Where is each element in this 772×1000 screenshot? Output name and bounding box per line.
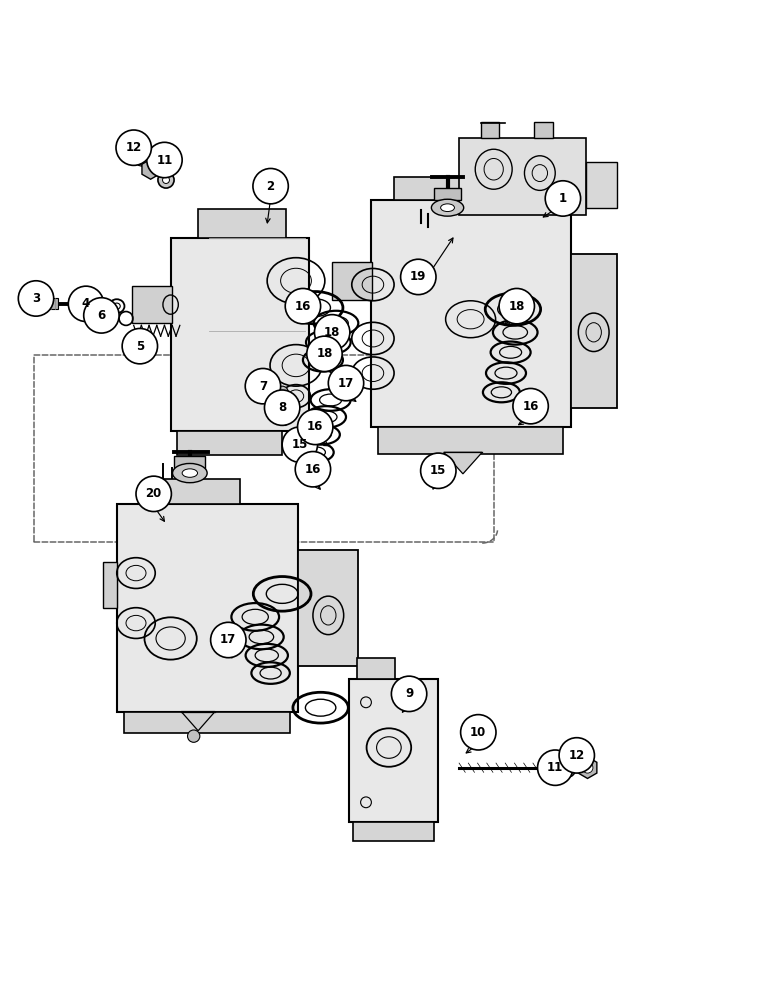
Ellipse shape (172, 463, 207, 483)
Polygon shape (349, 679, 438, 822)
Bar (534, 122, 553, 138)
Text: 12: 12 (569, 749, 585, 762)
Circle shape (245, 368, 280, 404)
Polygon shape (444, 452, 482, 474)
Polygon shape (586, 162, 617, 208)
Circle shape (68, 286, 103, 322)
Circle shape (306, 336, 342, 372)
Circle shape (83, 298, 119, 333)
Polygon shape (147, 479, 240, 504)
Text: 7: 7 (259, 380, 267, 393)
Text: 8: 8 (278, 401, 286, 414)
Polygon shape (198, 209, 286, 238)
Polygon shape (571, 254, 617, 408)
Text: 18: 18 (317, 347, 333, 360)
Circle shape (582, 762, 593, 773)
Text: 18: 18 (324, 326, 340, 339)
Polygon shape (332, 262, 372, 300)
Circle shape (282, 427, 317, 462)
Circle shape (19, 281, 54, 316)
Circle shape (116, 130, 151, 165)
Text: 16: 16 (295, 300, 311, 313)
Text: 3: 3 (32, 292, 40, 305)
Text: 16: 16 (523, 400, 539, 413)
Ellipse shape (441, 204, 455, 212)
Polygon shape (378, 427, 563, 454)
Polygon shape (578, 757, 597, 778)
Ellipse shape (559, 758, 576, 777)
Text: 15: 15 (430, 464, 446, 477)
Circle shape (285, 288, 320, 324)
Circle shape (391, 676, 427, 712)
Circle shape (559, 738, 594, 773)
Text: 4: 4 (82, 297, 90, 310)
Circle shape (284, 404, 292, 412)
Text: 11: 11 (547, 761, 564, 774)
Text: 2: 2 (266, 180, 275, 193)
Circle shape (276, 386, 288, 398)
Circle shape (401, 259, 436, 295)
Text: 5: 5 (136, 340, 144, 353)
Circle shape (314, 315, 350, 350)
Circle shape (297, 409, 333, 445)
Circle shape (147, 142, 182, 178)
Polygon shape (181, 712, 215, 731)
Text: 15: 15 (292, 438, 308, 451)
Text: 6: 6 (97, 309, 106, 322)
Polygon shape (103, 562, 117, 608)
Ellipse shape (564, 763, 571, 772)
Text: 18: 18 (509, 300, 525, 313)
Circle shape (122, 328, 157, 364)
Text: 11: 11 (157, 154, 173, 167)
Ellipse shape (432, 199, 464, 216)
Circle shape (211, 622, 246, 658)
Circle shape (136, 476, 171, 512)
Bar (174, 456, 205, 470)
Polygon shape (459, 138, 586, 215)
Polygon shape (353, 822, 434, 841)
Polygon shape (357, 658, 395, 679)
Circle shape (265, 390, 300, 425)
Circle shape (537, 750, 573, 785)
Polygon shape (177, 431, 282, 455)
Ellipse shape (182, 469, 198, 477)
Polygon shape (132, 286, 172, 323)
Text: 20: 20 (146, 487, 162, 500)
Bar (435, 188, 462, 200)
Circle shape (513, 388, 548, 424)
Text: 16: 16 (307, 420, 323, 433)
Bar (481, 122, 499, 138)
Circle shape (421, 453, 456, 488)
Ellipse shape (163, 177, 170, 183)
Circle shape (295, 452, 330, 487)
Polygon shape (142, 159, 159, 179)
Text: 16: 16 (305, 463, 321, 476)
Circle shape (253, 168, 288, 204)
Text: 9: 9 (405, 687, 413, 700)
Circle shape (545, 181, 581, 216)
Circle shape (188, 730, 200, 742)
Polygon shape (124, 712, 290, 733)
Circle shape (499, 288, 534, 324)
Text: 1: 1 (559, 192, 567, 205)
Circle shape (279, 398, 297, 417)
Polygon shape (297, 550, 357, 666)
Polygon shape (117, 504, 297, 712)
Bar (46, 298, 58, 309)
Polygon shape (371, 200, 571, 427)
Polygon shape (171, 238, 309, 431)
Text: 17: 17 (338, 377, 354, 390)
Circle shape (265, 382, 279, 397)
Text: 19: 19 (410, 270, 426, 283)
Text: 10: 10 (470, 726, 486, 739)
Circle shape (328, 365, 364, 401)
Circle shape (461, 715, 496, 750)
Polygon shape (394, 177, 509, 200)
Text: 12: 12 (126, 141, 142, 154)
Ellipse shape (158, 172, 174, 188)
Text: 17: 17 (220, 633, 236, 646)
